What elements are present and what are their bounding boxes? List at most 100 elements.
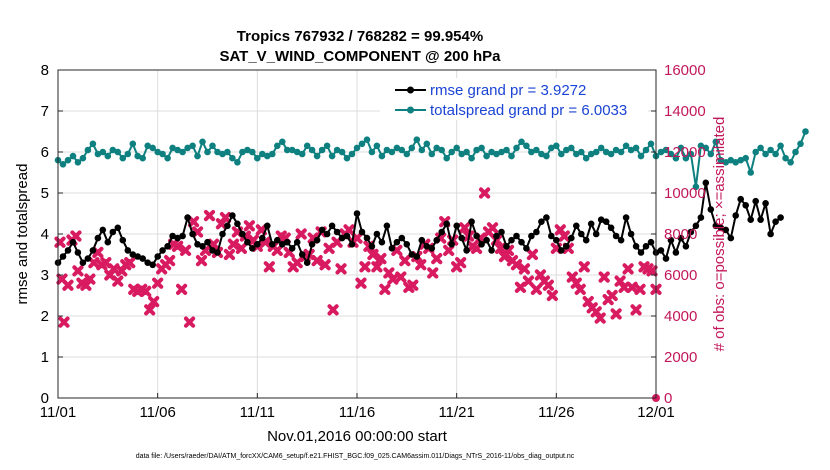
rmse-point (313, 236, 321, 244)
rmse-point (523, 245, 530, 252)
rmse-point (308, 241, 316, 248)
obs-assimilated-point (72, 265, 84, 277)
rmse-point (298, 251, 306, 258)
rmse-point (348, 241, 356, 248)
obs-assimilated-point (574, 283, 586, 295)
rmse-point (488, 247, 495, 254)
totalspread-point (164, 154, 171, 162)
rmse-point (74, 249, 82, 256)
rmse-point (607, 224, 615, 232)
obs-assimilated-point (459, 222, 471, 234)
rmse-point (154, 253, 161, 260)
totalspread-point (612, 146, 620, 154)
obs-assimilated-point (622, 263, 634, 275)
rmse-point (692, 222, 700, 230)
rmse-point (717, 224, 725, 232)
y-tick-label-right: 6000 (664, 267, 697, 284)
totalspread-point (174, 146, 181, 154)
rmse-point (573, 222, 580, 230)
totalspread-point (672, 154, 680, 162)
totalspread-point (99, 148, 107, 156)
obs-assimilated-point (618, 281, 630, 293)
rmse-point (84, 255, 92, 262)
obs-assimilated-point (610, 308, 622, 320)
totalspread-point (732, 159, 739, 166)
totalspread-point (249, 148, 256, 156)
totalspread-point (358, 140, 366, 148)
obs-assimilated-point (387, 273, 399, 285)
rmse-point (283, 238, 291, 246)
totalspread-point (662, 146, 670, 154)
totalspread-point (717, 156, 725, 164)
obs-assimilated-point (70, 230, 82, 242)
obs-assimilated-point (395, 271, 407, 283)
rmse-point (722, 226, 730, 234)
obs-assimilated-point (630, 304, 642, 316)
y-tick-label-left: 3 (41, 267, 49, 284)
obs-assimilated-point (223, 248, 236, 261)
totalspread-point (64, 156, 72, 164)
obs-assimilated-point (58, 316, 70, 328)
rmse-point (184, 214, 191, 221)
totalspread-point (398, 146, 406, 154)
rmse-point (328, 222, 336, 230)
rmse-point (164, 243, 171, 250)
totalspread-point (568, 144, 575, 152)
rmse-point (732, 212, 739, 219)
y-tick-label-right: 12000 (664, 144, 706, 161)
rmse-point (333, 228, 341, 236)
rmse-point (174, 234, 181, 242)
totalspread-point (543, 152, 550, 160)
obs-assimilated-point (606, 289, 618, 302)
legend-box (380, 78, 648, 120)
axes: 11/01 11/06 11/11 11/16 11/21 11/26 12/0101234… (40, 62, 706, 421)
totalspread-point (124, 150, 132, 158)
obs-assimilated-point (626, 281, 638, 293)
totalspread-point (772, 150, 779, 158)
obs-assimilated-point (295, 228, 307, 240)
legend-rmse-label: rmse grand pr = 3.9272 (430, 82, 586, 99)
totalspread-point (84, 146, 92, 154)
rmse-point (533, 228, 540, 236)
x-tick-label: 11/06 (139, 404, 175, 421)
rmse-point (318, 226, 326, 234)
rmse-point (189, 230, 196, 238)
totalspread-point (313, 152, 321, 160)
obs-assimilated-point (124, 257, 136, 269)
totalspread-point (298, 150, 306, 158)
rmse-point (752, 197, 759, 205)
totalspread-point (642, 146, 650, 154)
obs-assimilated-point (227, 238, 240, 250)
rmse-point (323, 230, 331, 238)
obs-assimilated-point (367, 248, 379, 261)
rmse-point (687, 228, 695, 236)
rmse-point (667, 236, 675, 244)
rmse-point (274, 236, 281, 244)
rmse-point (647, 238, 655, 246)
obs-assimilated-point (359, 261, 371, 273)
obs-assimilated-point (164, 255, 176, 267)
totalspread-point (308, 146, 316, 154)
obs-assimilated-point (431, 253, 443, 265)
rmse-point (134, 253, 141, 260)
rmse-point (632, 243, 640, 250)
rmse-point (353, 210, 361, 217)
obs-assimilated-point (478, 187, 491, 199)
totalspread-point (259, 150, 266, 158)
totalspread-point (214, 148, 221, 156)
obs-assimilated-point (183, 316, 196, 328)
obs-assimilated-point (443, 244, 455, 256)
rmse-point (149, 261, 156, 269)
obs-assimilated-point (319, 259, 331, 271)
totalspread-point (224, 148, 231, 156)
rmse-point (463, 247, 470, 254)
totalspread-point (438, 146, 446, 154)
totalspread-point (368, 148, 376, 156)
obs-assimilated-point (427, 267, 439, 279)
obs-assimilated-point (271, 244, 283, 256)
rmse-point (458, 234, 466, 242)
rmse-point (144, 259, 151, 267)
obs-assimilated-point (175, 283, 188, 295)
totalspread-point (279, 138, 286, 146)
rmse-point (433, 236, 441, 244)
